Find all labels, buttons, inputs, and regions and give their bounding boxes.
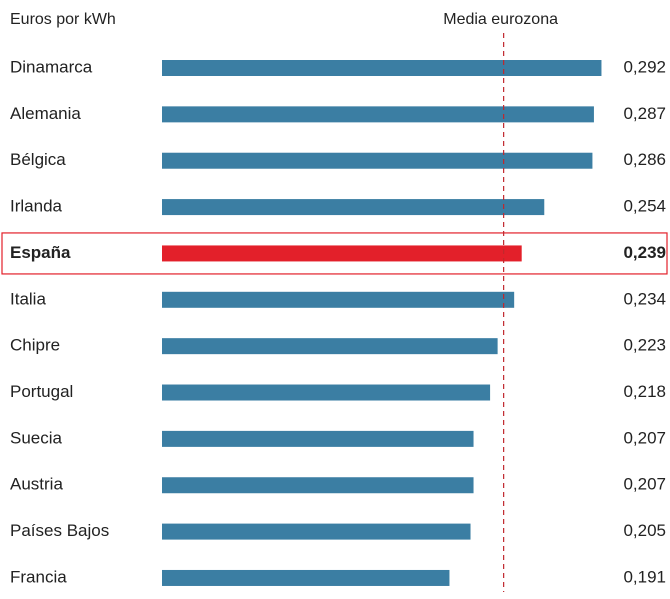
category-label: Italia [10, 289, 46, 308]
category-label: Dinamarca [10, 57, 93, 76]
value-label: 0,287 [623, 104, 666, 123]
bar [162, 152, 593, 169]
chart-title: Euros por kWh [10, 11, 116, 28]
category-label: Suecia [10, 428, 63, 447]
value-label: 0,205 [623, 521, 666, 540]
value-label: 0,223 [623, 336, 666, 355]
category-label: España [10, 243, 71, 262]
category-label: Bélgica [10, 150, 66, 169]
bar [162, 245, 522, 262]
value-label: 0,191 [623, 567, 666, 586]
value-label: 0,254 [623, 197, 666, 216]
reference-label: Media eurozona [443, 11, 558, 28]
value-label: 0,207 [623, 428, 666, 447]
highlight-box [1, 232, 668, 275]
bar [162, 523, 471, 540]
value-label: 0,234 [623, 289, 666, 308]
value-label: 0,292 [623, 57, 666, 76]
category-label: Países Bajos [10, 521, 109, 540]
bar [162, 430, 474, 447]
bar [162, 477, 474, 494]
bar [162, 291, 515, 308]
category-label: Francia [10, 567, 67, 586]
value-label: 0,218 [623, 382, 666, 401]
category-label: Alemania [10, 104, 81, 123]
bar [162, 60, 602, 76]
bar [162, 338, 498, 355]
bar [162, 384, 491, 401]
category-label: Austria [10, 475, 63, 494]
bar [162, 569, 450, 586]
bar [162, 106, 594, 123]
value-label: 0,286 [623, 150, 666, 169]
value-label: 0,207 [623, 475, 666, 494]
category-label: Chipre [10, 336, 60, 355]
value-label: 0,239 [623, 243, 666, 262]
category-label: Irlanda [10, 197, 63, 216]
bar [162, 199, 545, 216]
category-label: Portugal [10, 382, 73, 401]
